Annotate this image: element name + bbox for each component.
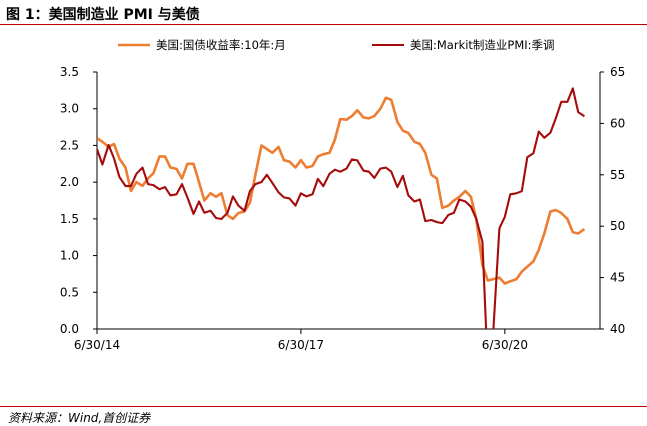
legend-label-yield: 美国:国债收益率:10年:月: [156, 38, 286, 52]
figure-title: 图 1：美国制造业 PMI 与美债: [6, 7, 200, 23]
right-tick-label: 60: [610, 116, 625, 130]
x-tick-label: 6/30/14: [74, 338, 120, 352]
left-tick-label: 0.5: [60, 285, 79, 299]
right-tick-label: 40: [610, 322, 625, 336]
source-note: 资料来源：Wind,首创证券: [8, 411, 151, 425]
pmi-line: [97, 87, 585, 329]
left-tick-label: 3.0: [60, 102, 79, 116]
pmi-treasury-chart: 0.0 0.5 1.0 1.5 2.0 2.5 3.0 3.5 40 45 50 55 60 65 6/30…: [60, 38, 625, 352]
chart-axes: 0.0 0.5 1.0 1.5 2.0 2.5 3.0 3.5 40 45 50 55 60 65 6/30…: [60, 65, 625, 352]
chart-legend: 美国:国债收益率:10年:月 美国:Markit制造业PMI:季调: [118, 38, 555, 52]
treasury-yield-line: [97, 96, 586, 285]
left-tick-label: 1.0: [60, 249, 79, 263]
legend-label-pmi: 美国:Markit制造业PMI:季调: [410, 38, 555, 52]
left-tick-label: 3.5: [60, 65, 79, 79]
right-tick-label: 50: [610, 219, 625, 233]
x-tick-label: 6/30/20: [482, 338, 528, 352]
right-tick-label: 65: [610, 65, 625, 79]
bottom-rule: [0, 406, 647, 407]
right-tick-label: 45: [610, 271, 625, 285]
chart-series: [97, 87, 586, 329]
x-tick-label: 6/30/17: [278, 338, 324, 352]
left-tick-label: 2.0: [60, 175, 79, 189]
left-tick-label: 1.5: [60, 212, 79, 226]
right-tick-label: 55: [610, 168, 625, 182]
left-tick-label: 2.5: [60, 138, 79, 152]
left-tick-label: 0.0: [60, 322, 79, 336]
top-rule: [0, 24, 647, 25]
